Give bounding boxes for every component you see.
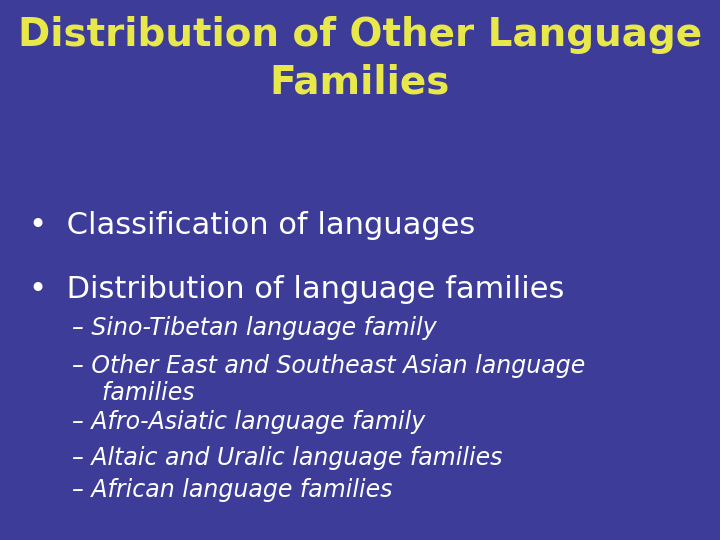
Text: – Sino-Tibetan language family: – Sino-Tibetan language family (72, 316, 437, 340)
Text: •  Distribution of language families: • Distribution of language families (29, 275, 564, 305)
Text: – African language families: – African language families (72, 478, 392, 502)
Text: – Altaic and Uralic language families: – Altaic and Uralic language families (72, 446, 503, 469)
Text: – Afro-Asiatic language family: – Afro-Asiatic language family (72, 410, 426, 434)
Text: – Other East and Southeast Asian language
    families: – Other East and Southeast Asian languag… (72, 354, 585, 406)
Text: •  Classification of languages: • Classification of languages (29, 211, 475, 240)
Text: Distribution of Other Language
Families: Distribution of Other Language Families (18, 16, 702, 101)
